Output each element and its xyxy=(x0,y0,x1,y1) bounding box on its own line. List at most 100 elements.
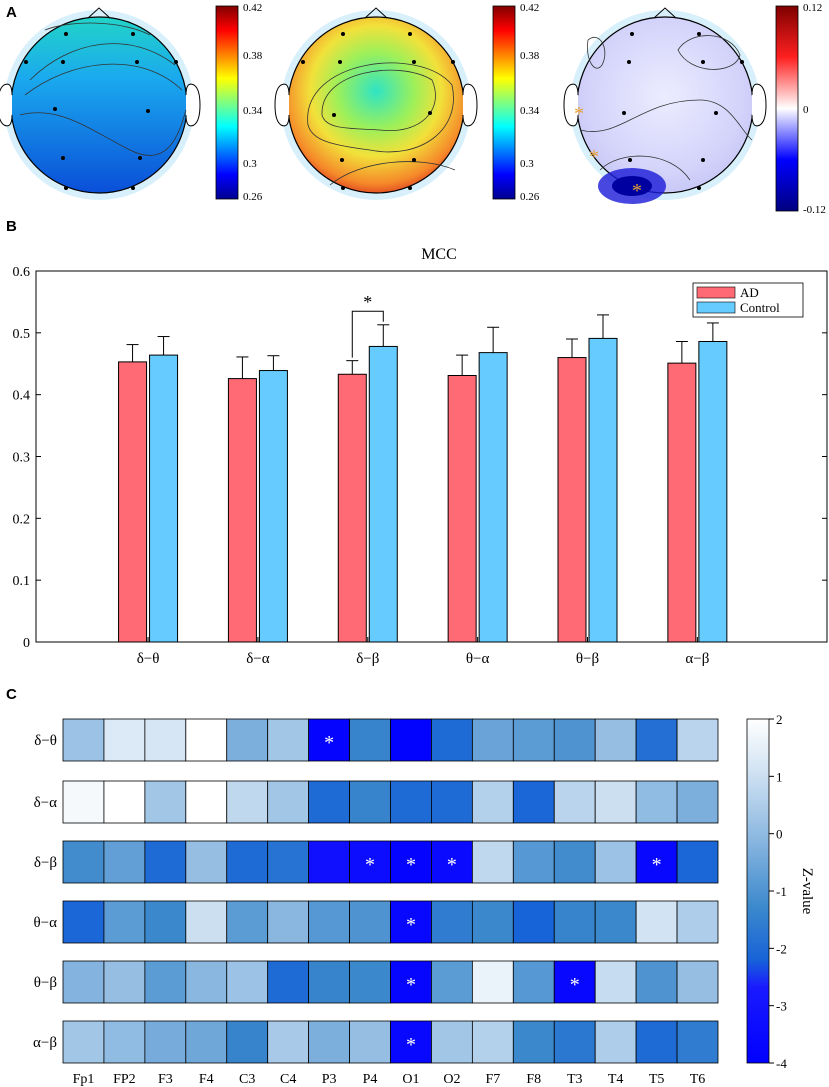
heatmap-cell xyxy=(185,718,228,762)
heatmap-cell xyxy=(471,718,514,762)
significance-star: * xyxy=(570,974,580,996)
heatmap-cell xyxy=(635,1020,678,1064)
heatmap-cell xyxy=(103,718,146,762)
y-tick-label: 0.4 xyxy=(13,389,31,404)
column-label: FP2 xyxy=(113,1072,136,1087)
svg-text:-0.12: -0.12 xyxy=(803,204,826,216)
heatmap-cell xyxy=(635,780,678,824)
heatmap-cell xyxy=(267,1020,310,1064)
heatmap-cell xyxy=(185,900,228,944)
heatmap-cell xyxy=(635,960,678,1004)
heatmap-cell xyxy=(267,960,310,1004)
z-tick-label: -4 xyxy=(776,1056,787,1071)
heatmap-cell xyxy=(144,718,187,762)
svg-text:0.42: 0.42 xyxy=(243,2,262,14)
y-tick-label: 0 xyxy=(23,636,30,651)
z-tick-label: 1 xyxy=(776,769,783,784)
significance-star: * xyxy=(324,732,334,754)
svg-text:0.26: 0.26 xyxy=(520,191,540,203)
heatmap-cell xyxy=(349,960,391,1004)
x-tick-label: θ−α xyxy=(466,651,490,667)
nose xyxy=(87,7,111,19)
heatmap-cell xyxy=(512,1020,555,1064)
heatmap-cell xyxy=(471,900,514,944)
bar-ad-4 xyxy=(557,357,587,643)
heatmap-cell xyxy=(390,1020,432,1064)
head-outline xyxy=(10,16,188,194)
heatmap-cell xyxy=(594,840,637,884)
heatmap-cell xyxy=(267,840,310,884)
colorbar-ad-ticks: 0.42 0.38 0.34 0.3 0.26 xyxy=(243,2,263,203)
significance-star: * xyxy=(447,854,457,876)
heatmap-cell xyxy=(512,900,555,944)
heatmap-cell xyxy=(594,1020,637,1064)
significance-star: * xyxy=(363,292,372,312)
y-tick-label: 0.1 xyxy=(13,574,31,589)
heatmap-cell xyxy=(308,718,350,762)
heatmap-cell xyxy=(185,780,228,824)
heatmap-cell xyxy=(226,960,269,1004)
heatmap-cell xyxy=(62,1020,105,1064)
colorbar-difference-ticks: 0.12 0 -0.12 xyxy=(803,2,826,216)
heatmap-cell xyxy=(62,840,105,884)
svg-text:0.34: 0.34 xyxy=(243,105,263,117)
bar-ad-1 xyxy=(227,378,257,643)
y-axis: 0 0.1 0.2 0.3 0.4 0.5 0.6 xyxy=(13,265,827,651)
heatmap-cell xyxy=(185,1020,228,1064)
legend: AD Control xyxy=(692,282,804,318)
column-label: C4 xyxy=(280,1072,296,1087)
heatmap-cell xyxy=(144,960,187,1004)
y-tick-label: 0.6 xyxy=(13,265,31,280)
row-label: δ−α xyxy=(34,795,58,811)
chart-title: MCC xyxy=(421,246,457,263)
mcc-bar-chart: MCC 0 0.1 0.2 0.3 0.4 0.5 0.6 δ−θ δ−α δ−β θ−α θ−β α… xyxy=(13,246,828,667)
heatmap-cell xyxy=(390,840,432,884)
y-tick-label: 0.3 xyxy=(13,451,31,466)
heatmap-cell xyxy=(267,780,310,824)
z-tick-label: 0 xyxy=(776,827,783,842)
bracket-line xyxy=(351,310,384,358)
significance-markers: * * * xyxy=(574,103,642,202)
x-axis: δ−θ δ−α δ−β θ−α θ−β α−β xyxy=(137,637,709,667)
heatmap-cell xyxy=(471,780,514,824)
heatmap-cell xyxy=(431,718,473,762)
heatmap-cell xyxy=(308,840,350,884)
significance-star: * xyxy=(406,974,416,996)
colorbar-control-ticks: 0.42 0.38 0.34 0.3 0.26 xyxy=(520,2,540,203)
svg-text:0.38: 0.38 xyxy=(243,50,263,62)
row-label: δ−β xyxy=(34,855,57,871)
heatmap-cell xyxy=(185,840,228,884)
heatmap-cell xyxy=(431,960,473,1004)
heatmap-cell xyxy=(390,718,432,762)
z-tick-label: -3 xyxy=(776,999,787,1014)
heatmap-cell xyxy=(349,718,391,762)
legend-label-ad: AD xyxy=(740,285,759,300)
bar-control-1 xyxy=(258,370,288,643)
heatmap-cell xyxy=(103,960,146,1004)
bar-control-2 xyxy=(368,345,398,643)
bar-control-5 xyxy=(698,340,728,643)
heatmap-cell xyxy=(431,900,473,944)
heatmap-cell xyxy=(62,718,105,762)
column-label: P3 xyxy=(322,1072,337,1087)
heatmap-cell xyxy=(226,780,269,824)
column-label: T3 xyxy=(567,1072,583,1087)
heatmap-cell xyxy=(62,780,105,824)
svg-text:0.26: 0.26 xyxy=(243,191,263,203)
left-ear xyxy=(0,83,13,127)
column-label: F8 xyxy=(526,1072,541,1087)
heatmap-cell xyxy=(349,900,391,944)
column-label: O1 xyxy=(402,1072,419,1087)
topomap-control: 0.42 0.38 0.34 0.3 0.26 xyxy=(274,2,540,203)
bar-control-0 xyxy=(149,354,179,643)
panel-label-b: B xyxy=(6,218,17,235)
head-outline xyxy=(287,16,465,194)
bar-ad-0 xyxy=(118,361,148,643)
z-colorbar xyxy=(746,718,770,1064)
bar-control-3 xyxy=(478,352,508,643)
heatmap-cell xyxy=(144,780,187,824)
bar-ad-2 xyxy=(337,373,367,643)
z-colorbar-ticks: 2 1 0 -1 -2 -3 -4 xyxy=(769,712,787,1071)
x-tick-label: θ−β xyxy=(576,651,599,667)
heatmap-cell xyxy=(512,960,555,1004)
